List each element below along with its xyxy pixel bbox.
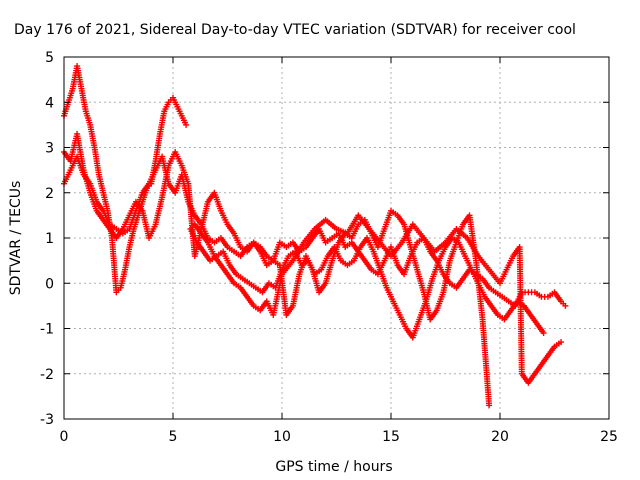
data-point [540,330,547,337]
data-point [486,402,493,409]
data-point [562,302,569,309]
y-tick-label: -3 [40,412,54,428]
x-tick-label: 5 [169,429,178,445]
data-points [61,63,569,409]
x-tick-label: 25 [600,429,618,445]
x-tick-label: 0 [60,429,69,445]
grid [64,57,609,419]
y-tick-label: 4 [45,95,54,111]
axis-ticks: 0 5 10 15 20 25 -3 -2 -1 0 1 2 3 4 5 [40,50,618,445]
y-tick-label: -1 [40,322,54,338]
y-tick-label: 3 [45,141,54,157]
y-tick-label: 1 [45,231,54,247]
x-axis-label: GPS time / hours [275,459,392,475]
y-tick-label: 5 [45,50,54,66]
data-point [558,339,565,346]
x-tick-label: 15 [382,429,400,445]
y-axis-label: SDTVAR / TECUs [8,181,24,296]
y-tick-label: 2 [45,186,54,202]
x-tick-label: 10 [273,429,291,445]
data-point [183,121,190,128]
chart-title: Day 176 of 2021, Sidereal Day-to-day VTE… [14,22,576,38]
y-tick-label: -2 [40,367,54,383]
x-tick-label: 20 [491,429,509,445]
y-tick-label: 0 [45,276,54,292]
